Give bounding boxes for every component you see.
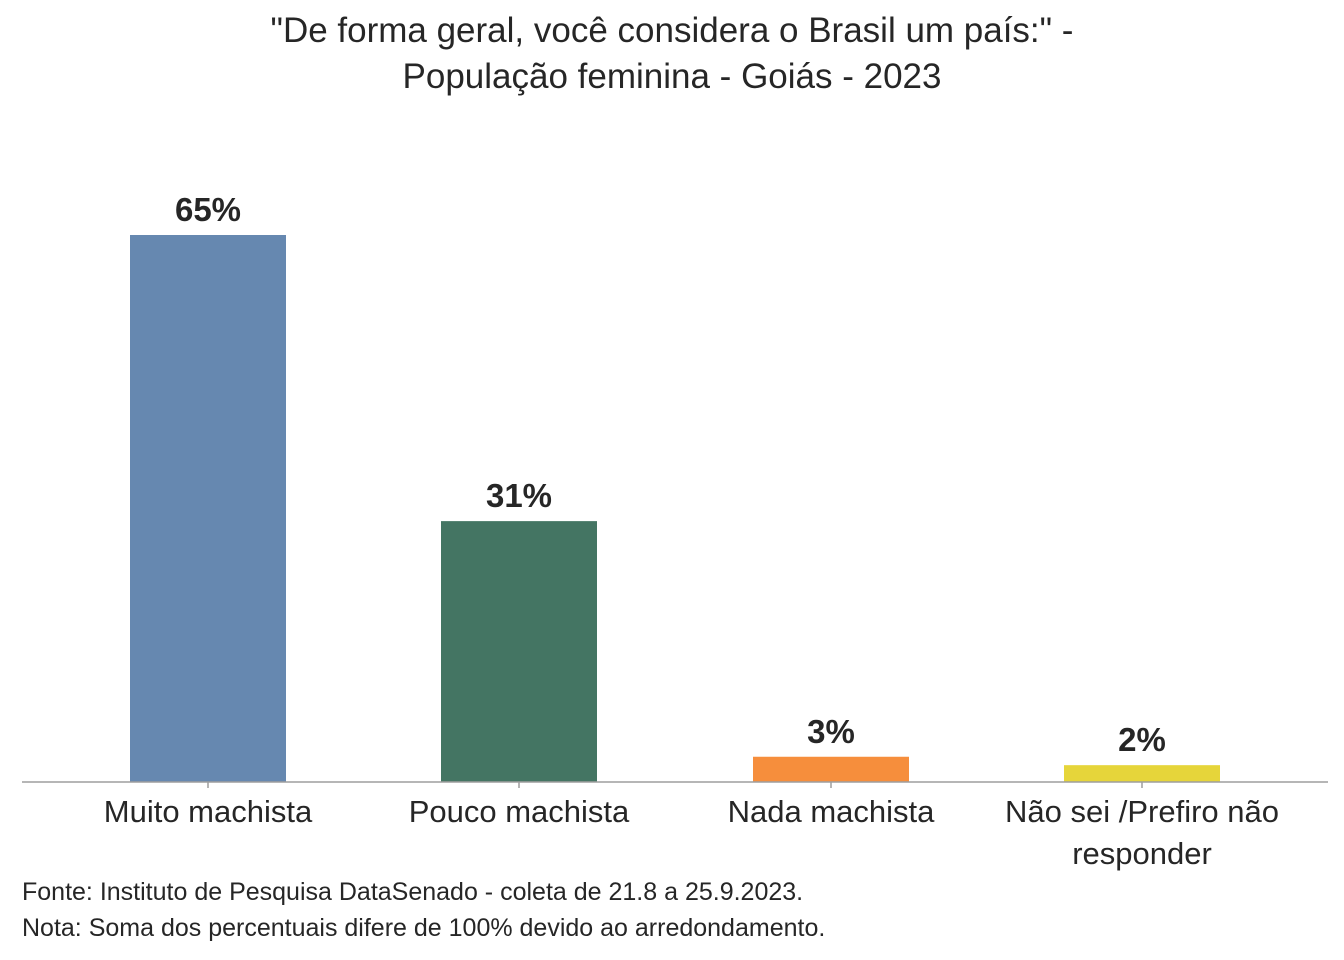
- bar-2: [441, 521, 597, 782]
- category-label-3: Nada machista: [728, 794, 936, 829]
- category-label-4-line-1: Não sei /Prefiro não: [1005, 794, 1279, 829]
- category-label-4-line-2: responder: [1072, 836, 1212, 871]
- rounding-note: Nota: Soma dos percentuais difere de 100…: [22, 914, 826, 942]
- bar-4: [1064, 765, 1220, 782]
- data-label-3: 3%: [807, 713, 855, 750]
- chart-title-line-1: "De forma geral, você considera o Brasil…: [270, 11, 1074, 50]
- bar-1: [130, 235, 286, 782]
- chart-title-line-2: População feminina - Goiás - 2023: [402, 57, 942, 96]
- data-label-1: 65%: [175, 191, 241, 228]
- category-label-2: Pouco machista: [409, 794, 630, 829]
- source-note: Fonte: Instituto de Pesquisa DataSenado …: [22, 878, 804, 906]
- chart-title: "De forma geral, você considera o Brasil…: [0, 8, 1344, 100]
- chart-notes: Fonte: Instituto de Pesquisa DataSenado …: [22, 874, 825, 946]
- bar-3: [753, 756, 909, 782]
- data-label-2: 31%: [486, 477, 552, 514]
- data-label-4: 2%: [1118, 721, 1166, 758]
- category-label-1: Muito machista: [104, 794, 313, 829]
